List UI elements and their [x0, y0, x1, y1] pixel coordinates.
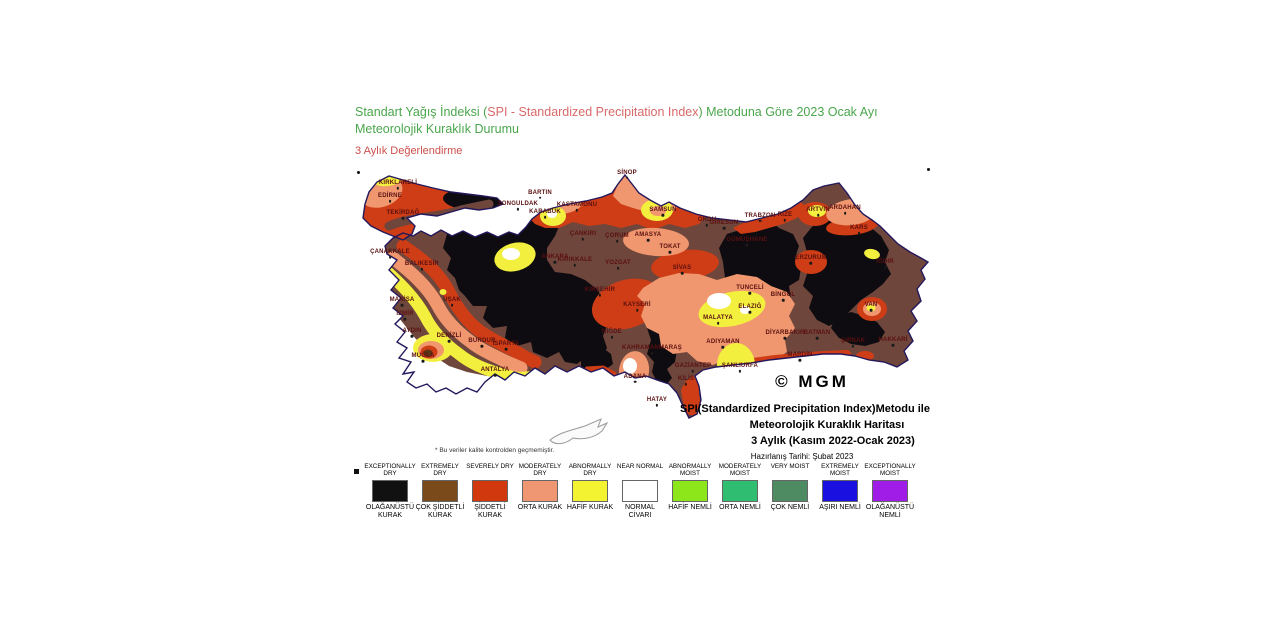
region-moderately-dry-sinop — [613, 175, 677, 216]
region-exceptionally-dry-kars — [799, 214, 891, 326]
tick-mark — [357, 171, 360, 174]
legend-label-tr: OLAĞANÜSTÜ KURAK — [365, 504, 415, 519]
legend-label-tr: ÇOK NEMLİ — [770, 504, 810, 511]
legend: EXCEPTIONALLY DRY OLAĞANÜSTÜ KURAK EXTREME… — [352, 463, 927, 519]
legend-label-tr: ORTA KURAK — [517, 504, 563, 511]
cyprus-outline — [549, 418, 609, 445]
legend-items: EXCEPTIONALLY DRY OLAĞANÜSTÜ KURAK EXTREME… — [364, 463, 916, 519]
legend-swatch — [372, 480, 408, 502]
map-caption-line2: Meteorolojik Kuraklık Haritası — [749, 419, 905, 431]
legend-item-7: MODERATELY MOIST ORTA NEMLİ — [715, 463, 765, 519]
legend-item-8: VERY MOIST ÇOK NEMLİ — [765, 463, 815, 519]
legend-label-tr: AŞIRI NEMLİ — [819, 504, 861, 511]
legend-label-en: VERY MOIST — [770, 463, 810, 470]
region-moderately-dry-samsun-core — [650, 206, 666, 216]
legend-label-en: EXCEPTIONALLY MOIST — [864, 463, 916, 477]
region-exceptionally-dry-west — [443, 200, 609, 364]
legend-label-tr: HAFİF KURAK — [566, 504, 614, 511]
legend-swatch — [722, 480, 758, 502]
legend-label-en: NEAR NORMAL — [616, 463, 664, 470]
region-near-normal-malatya — [707, 293, 731, 309]
legend-swatch — [522, 480, 558, 502]
region-extremely-dry-mugla-core — [423, 349, 433, 357]
legend-label-tr: HAFİF NEMLİ — [668, 504, 712, 511]
region-abnormally-dry-artvin — [808, 205, 826, 217]
legend-label-en: EXCEPTIONALLY DRY — [364, 463, 416, 477]
legend-swatch — [772, 480, 808, 502]
region-near-normal-karabuk — [547, 210, 557, 218]
region-near-normal-adana — [623, 358, 637, 374]
legend-label-tr: ÇOK ŞİDDETLİ KURAK — [415, 504, 465, 519]
legend-label-en: EXTREMELY MOIST — [821, 463, 859, 477]
copyright-label: © MGM — [775, 372, 849, 391]
title-segment-2: SPI - Standardized Precipitation Index — [487, 105, 699, 119]
title-segment-3: ) Metoduna Göre 2023 Ocak Ayı Meteoroloj… — [355, 105, 878, 136]
legend-label-en: EXTREMELY DRY — [421, 463, 459, 477]
region-severely-dry-west-band — [396, 239, 542, 369]
tick-mark — [927, 168, 930, 171]
page-subtitle: 3 Aylık Değerlendirme — [355, 145, 463, 157]
map-caption-line1: SPI(Standardized Precipitation Index)Met… — [680, 403, 930, 415]
turkey-map-svg — [362, 173, 930, 445]
region-exceptionally-dry-south-tongue — [581, 348, 613, 372]
legend-label-tr: ORTA NEMLİ — [719, 504, 761, 511]
region-near-normal-ankara-west — [502, 248, 520, 260]
region-severely-dry-sivas — [651, 249, 719, 281]
legend-label-tr: ŞİDDETLİ KURAK — [474, 504, 506, 519]
thrace-outline — [362, 175, 505, 241]
legend-item-4: ABNORMALLY DRY HAFİF KURAK — [565, 463, 615, 519]
region-abnormally-dry-van — [866, 304, 876, 312]
region-abnormally-dry-usak-dot — [439, 289, 447, 295]
region-severely-dry-erzurum — [795, 250, 827, 274]
legend-swatch — [422, 480, 458, 502]
legend-item-6: ABNORMALLY MOIST HAFİF NEMLİ — [665, 463, 715, 519]
legend-item-2: SEVERELY DRY ŞİDDETLİ KURAK — [465, 463, 515, 519]
page-title: Standart Yağış İndeksi (SPI - Standardiz… — [355, 104, 921, 137]
map-caption-line3: 3 Aylık (Kasım 2022-Ocak 2023) — [751, 435, 915, 447]
legend-label-en: ABNORMALLY MOIST — [668, 463, 712, 477]
region-abnormally-dry-kirklareli — [373, 176, 403, 187]
legend-swatch — [872, 480, 908, 502]
legend-bullet — [354, 469, 359, 474]
legend-label-en: SEVERELY DRY — [466, 463, 514, 470]
region-moderately-dry-west-band — [386, 251, 528, 375]
legend-item-9: EXTREMELY MOIST AŞIRI NEMLİ — [815, 463, 865, 519]
drought-map: KIRKLARELİ EDİRNE TEKİRDAĞ ÇANAKKALE BALIKES… — [355, 162, 935, 467]
region-severely-dry-hatay — [681, 376, 701, 416]
legend-item-10: EXCEPTIONALLY MOIST OLAĞANÜSTÜ NEMLİ — [864, 463, 916, 519]
anatolia-outline — [384, 173, 930, 419]
legend-swatch — [672, 480, 708, 502]
legend-swatch — [472, 480, 508, 502]
legend-label-en: MODERATELY DRY — [518, 463, 562, 477]
legend-label-en: ABNORMALLY DRY — [568, 463, 612, 477]
legend-label-en: MODERATELY MOIST — [718, 463, 762, 477]
map-caption-line4: Hazırlanış Tarihi: Şubat 2023 — [750, 452, 854, 461]
legend-swatch — [622, 480, 658, 502]
title-segment-1: Standart Yağış İndeksi ( — [355, 105, 488, 119]
region-moderately-dry-amasya — [623, 227, 689, 257]
quality-note: * Bu veriler kalite kontrolden geçmemişt… — [435, 447, 555, 454]
legend-swatch — [572, 480, 608, 502]
region-severely-dry-trabzon — [733, 202, 807, 234]
legend-label-tr: OLAĞANÜSTÜ NEMLİ — [865, 504, 915, 519]
legend-item-5: NEAR NORMAL NORMAL CİVARI — [615, 463, 665, 519]
legend-item-1: EXTREMELY DRY ÇOK ŞİDDETLİ KURAK — [415, 463, 465, 519]
legend-item-3: MODERATELY DRY ORTA KURAK — [515, 463, 565, 519]
legend-label-tr: NORMAL CİVARI — [625, 504, 655, 519]
legend-swatch — [822, 480, 858, 502]
region-near-normal-elazig — [740, 306, 750, 314]
legend-item-0: EXCEPTIONALLY DRY OLAĞANÜSTÜ KURAK — [364, 463, 416, 519]
region-abnormally-dry-kars — [864, 248, 880, 260]
